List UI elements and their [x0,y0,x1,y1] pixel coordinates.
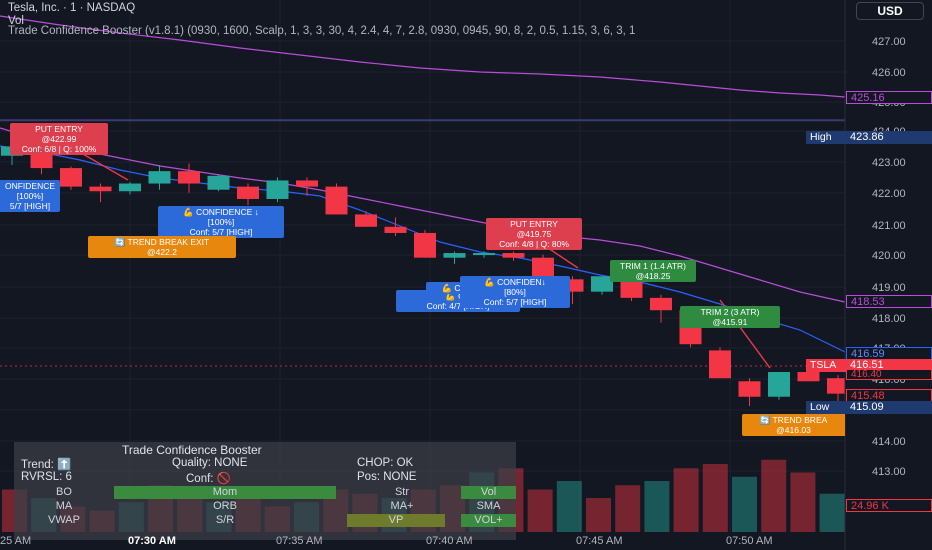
trend-status: Trend: ⬆️ [21,459,72,471]
price-tick-label: 422.00 [872,188,906,200]
volume-bar [556,481,582,532]
price-tick-label: 426.00 [872,67,906,79]
indicator-params[interactable]: Trade Confidence Booster (v1.8.1) (0930,… [8,25,636,37]
volume-bar [702,464,728,532]
time-tick-5: 07:45 AM [576,535,623,547]
ma-plus-cell: MA+ [390,500,414,512]
symbol-price-label: TSLA [806,359,846,372]
candle-down [532,257,554,280]
panel-title: Trade Confidence Booster [122,443,262,457]
trend-break-exit-label-1: 🔄 TREND BREAK EXIT @422.2 [88,236,236,258]
time-tick-6: 07:50 AM [726,535,773,547]
confidence-label-c: 💪 CONFIDEN↓ [80%] Conf: 5/7 [HIGH] [460,276,570,308]
price-tick-label: 418.00 [872,313,906,325]
high-price-tag: 423.86 [846,131,932,144]
low-label: Low [806,401,846,414]
candle-up [266,180,289,199]
candle-down [30,152,53,169]
price-tick-label: 419.00 [872,282,906,294]
slow-ma-line [0,127,846,303]
orb-cell: ORB [213,500,237,512]
price-tick-label: 423.00 [872,157,906,169]
ma-price-tag: 418.53 [846,295,932,308]
last-price-tag: 416.51 [846,359,932,372]
candle-up [119,183,141,192]
candlesticks [1,146,849,407]
sma-cell: SMA [476,500,501,512]
sr-cell: S/R [215,514,235,526]
price-tick-label: 421.00 [872,220,906,232]
time-tick-3: 07:35 AM [276,535,323,547]
volume-bar [761,459,787,532]
quality-status: Quality: NONE [172,457,248,469]
candle-down [325,186,348,215]
vol-plus-cell: VOL+ [461,514,516,527]
candle-up [591,276,613,292]
candle-up [768,372,790,397]
time-tick-1: 25 AM [0,535,32,547]
mom-cell: Mom [114,486,336,499]
candle-down [355,214,377,227]
volume-bar [615,485,641,532]
candle-up [207,175,230,190]
candle-down [414,232,436,258]
upper-ma-line [0,15,846,98]
volume-bar [790,472,816,532]
candle-down [178,171,200,184]
volume-bar [732,476,757,532]
price-tick-label: 413.00 [872,466,906,478]
upper-ma-price-tag: 425.16 [846,91,932,104]
time-tick-4: 07:40 AM [426,535,473,547]
candle-down [237,186,259,199]
volume-tag: 24.96 K [846,499,932,512]
volume-bar [586,498,611,532]
candle-down [650,297,672,311]
confidence-label-mid: 💪 CONFIDENCE ↓ [100%] Conf: 5/7 [HIGH] [158,206,284,238]
volume-indicator-label[interactable]: Vol [8,15,24,27]
trade-confidence-panel: Trade Confidence Booster Trend: ⬆️ Quali… [14,442,516,540]
trend-break-exit-label-2: 🔄 TREND BREA @416.03 [742,414,845,436]
candle-up [443,253,466,258]
low-price-tag: 415.09 [846,401,932,414]
candle-down [502,253,525,258]
put-entry-label-2: PUT ENTRY @419.75 Conf: 4/8 | Q: 80% [486,218,582,250]
volume-bar [673,468,699,532]
pos-status: Pos: NONE [357,471,417,483]
rvrsl-status: RVRSL: 6 [21,471,72,483]
trim-1-label: TRIM 1 (1.4 ATR) @418.25 [610,260,696,282]
conf-status: Conf: 🚫 [186,473,232,485]
str-cell: Str [394,486,410,498]
price-tick-label: 427.00 [872,36,906,48]
volume-bar [644,481,670,532]
high-label: High [806,131,846,144]
candle-down [738,381,761,397]
candle-down [60,168,82,187]
put-entry-label-1: PUT ENTRY @422.99 Conf: 6/8 | Q: 100% [10,123,108,155]
confidence-label-left: ONFIDENCE [100%] 5/7 [HIGH] [0,180,60,212]
candle-down [709,350,731,379]
candle-up [148,171,171,184]
vol-cell: Vol [461,486,516,499]
ma-cell: MA [55,500,73,512]
price-tick-label: 420.00 [872,250,906,262]
candle-down [827,378,849,394]
symbol-title[interactable]: Tesla, Inc. · 1 · NASDAQ [8,2,136,14]
volume-bar [527,489,553,532]
bo-cell: BO [56,486,72,498]
candle-down [296,180,318,187]
vp-cell: VP [347,514,445,527]
price-tick-label: 414.00 [872,436,906,448]
time-tick-2: 07:30 AM [128,535,176,547]
volume-bar [819,493,845,532]
vwap-cell: VWAP [48,514,80,526]
trim-2-label: TRIM 2 (3 ATR) @415.91 [680,306,780,328]
candle-down [797,372,820,382]
candle-down [89,186,112,192]
candle-down [384,226,407,233]
chop-status: CHOP: OK [357,457,414,469]
currency-button[interactable]: USD [856,2,924,20]
put-arrow-1 [75,149,129,181]
red-price-tag: 416.40 [846,369,932,380]
candle-up [473,253,495,256]
